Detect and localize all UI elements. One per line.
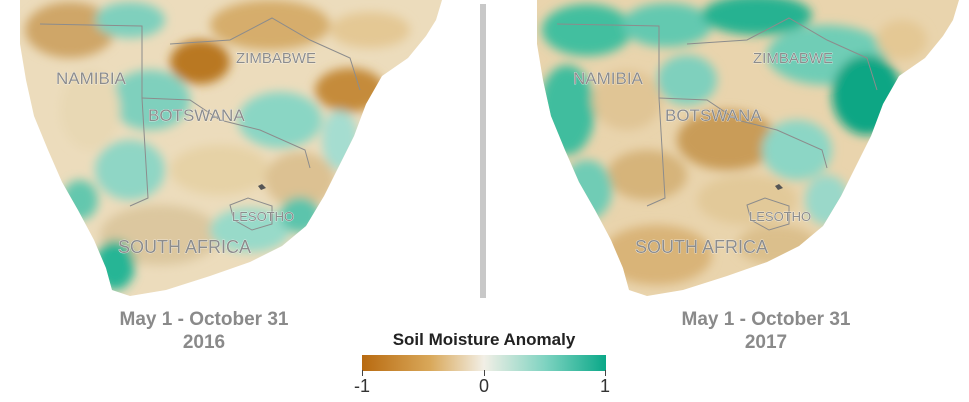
legend-label-max: 1: [599, 376, 610, 396]
legend-label-mid: 0: [478, 376, 489, 396]
swaziland-2016: [258, 184, 266, 190]
anomaly-field-2016: [25, 0, 410, 290]
label-south-africa-2017: SOUTH AFRICA: [635, 237, 768, 257]
border-lesotho-2016: [229, 197, 273, 231]
caption-2016-period: May 1 - October 31: [119, 309, 289, 330]
caption-2017: May 1 - October 31 2017: [616, 308, 916, 354]
soil-moisture-map-2016: NAMIBIA ZIMBABWE BOTSWANA LESOTHO SOUTH …: [10, 0, 460, 300]
border-botswana-2017: [658, 97, 828, 169]
border-botswana-2016: [141, 97, 311, 169]
border-namibia-south-2016: [129, 97, 149, 207]
map-2017-canvas: NAMIBIA ZIMBABWE BOTSWANA LESOTHO SOUTH …: [537, 0, 959, 296]
swaziland-2017: [775, 184, 783, 190]
border-namibia-2016: [39, 23, 143, 98]
label-zimbabwe-2016: ZIMBABWE: [236, 50, 316, 67]
border-namibia-2017: [556, 23, 660, 98]
legend-label-min: -1: [353, 376, 370, 396]
panel-divider: [480, 4, 486, 298]
caption-2017-period: May 1 - October 31: [681, 309, 851, 330]
legend-tick-mid: [484, 370, 485, 376]
caption-2016: May 1 - October 31 2016: [54, 308, 354, 354]
legend-tick-min: [362, 370, 363, 376]
soil-moisture-map-2017: NAMIBIA ZIMBABWE BOTSWANA LESOTHO SOUTH …: [527, 0, 969, 300]
label-botswana-2016: BOTSWANA: [148, 106, 245, 125]
border-zimbabwe-2017: [686, 17, 878, 91]
border-lesotho-2017: [746, 197, 790, 231]
label-zimbabwe-2017: ZIMBABWE: [753, 50, 833, 67]
label-namibia-2016: NAMIBIA: [56, 69, 127, 88]
map-2016-canvas: NAMIBIA ZIMBABWE BOTSWANA LESOTHO SOUTH …: [20, 0, 442, 296]
label-namibia-2017: NAMIBIA: [573, 69, 644, 88]
label-south-africa-2016: SOUTH AFRICA: [118, 237, 251, 257]
legend-title: Soil Moisture Anomaly: [392, 330, 576, 349]
border-namibia-south-2017: [646, 97, 666, 207]
label-lesotho-2017: LESOTHO: [749, 209, 811, 224]
legend-tick-max: [605, 370, 606, 376]
caption-2016-year: 2016: [182, 332, 226, 353]
label-botswana-2017: BOTSWANA: [665, 106, 762, 125]
caption-2017-year: 2017: [744, 332, 788, 353]
label-lesotho-2016: LESOTHO: [232, 209, 294, 224]
border-zimbabwe-2016: [169, 17, 361, 91]
legend-color-bar: [362, 355, 606, 371]
